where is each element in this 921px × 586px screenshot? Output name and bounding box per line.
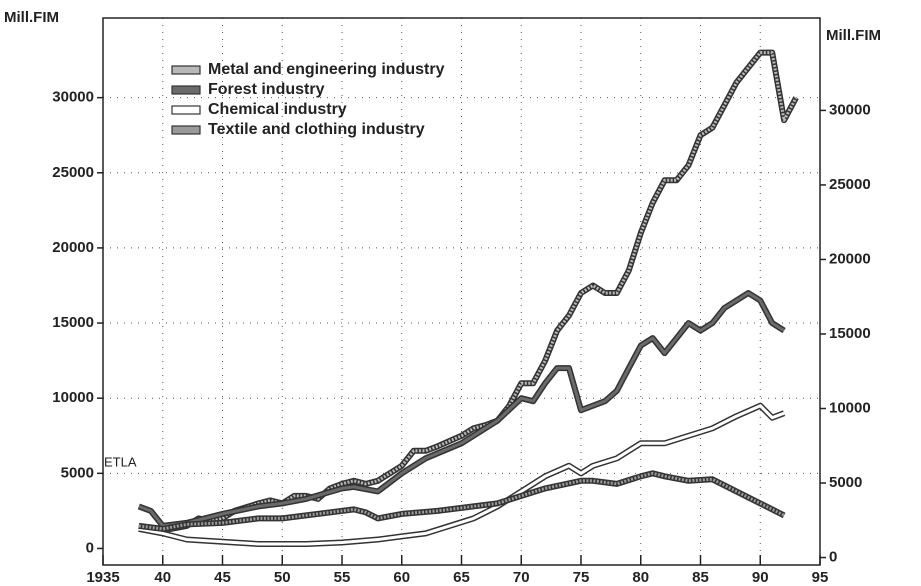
x-tick-label: 80 <box>632 569 649 586</box>
x-tick-label: 60 <box>393 569 410 586</box>
x-tick-label: 55 <box>334 569 351 586</box>
y2-tick-label: 10000 <box>829 399 871 416</box>
y-tick-label: 25000 <box>52 164 94 181</box>
y-tick-label: 5000 <box>61 464 94 481</box>
y2-tick-label: 30000 <box>829 101 871 118</box>
legend-swatch <box>171 105 201 115</box>
legend-swatch <box>171 65 201 75</box>
x-tick-label: 50 <box>274 569 291 586</box>
legend-label: Forest industry <box>208 81 325 98</box>
plot-frame <box>102 17 821 566</box>
y-tick-label: 30000 <box>52 89 94 106</box>
annotation: ETLA <box>104 454 137 469</box>
y2-tick-label: 20000 <box>829 250 871 267</box>
y2-axis-title: Mill.FIM <box>826 27 881 44</box>
x-tick-label: 45 <box>214 569 231 586</box>
legend-label: Textile and clothing industry <box>208 121 425 138</box>
legend-label: Metal and engineering industry <box>208 61 445 78</box>
x-tick-label: 40 <box>154 569 171 586</box>
y-tick-label: 0 <box>86 539 94 556</box>
y-tick-label: 20000 <box>52 239 94 256</box>
x-tick-label: 95 <box>812 569 829 586</box>
x-tick-label: 85 <box>692 569 709 586</box>
x-tick-label: 75 <box>573 569 590 586</box>
y-tick-label: 15000 <box>52 314 94 331</box>
line <box>138 471 785 531</box>
legend-label: Chemical industry <box>208 101 347 118</box>
line-outline <box>137 290 786 529</box>
y2-tick-label: 0 <box>829 549 837 566</box>
x-tick-label: 90 <box>752 569 769 586</box>
y2-tick-label: 5000 <box>829 474 862 491</box>
x-tick-label: 70 <box>513 569 530 586</box>
legend-swatch <box>171 85 201 95</box>
y2-tick-label: 15000 <box>829 325 871 342</box>
y2-tick-label: 25000 <box>829 176 871 193</box>
y-tick-label: 10000 <box>52 389 94 406</box>
y-axis-title: Mill.FIM <box>4 9 59 26</box>
legend-swatch <box>171 125 201 135</box>
line <box>138 291 785 528</box>
x-tick-label: 65 <box>453 569 470 586</box>
x-tick-label: 1935 <box>86 569 119 586</box>
